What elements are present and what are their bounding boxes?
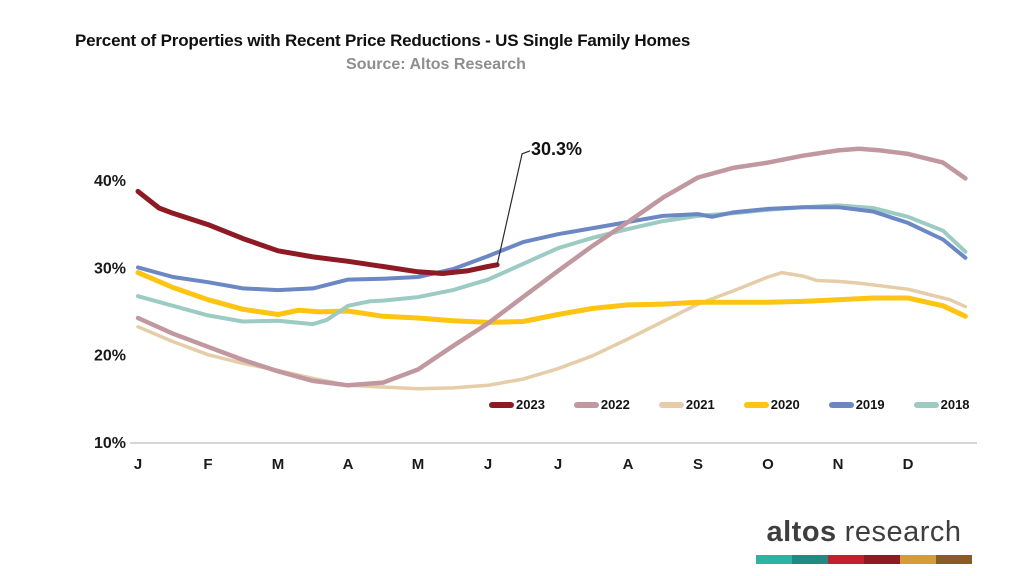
latest-value-annotation: 30.3% <box>531 139 583 159</box>
chart-subtitle: Source: Altos Research <box>346 56 526 74</box>
logo-wordmark: altos research <box>755 513 973 551</box>
x-tick-label: J <box>554 456 562 473</box>
legend-swatch-2018 <box>913 401 939 408</box>
logo-bar-segment-3 <box>828 555 864 564</box>
x-tick-label: M <box>412 456 425 473</box>
legend-label-2019: 2019 <box>855 397 885 412</box>
legend-label-2018: 2018 <box>940 397 970 412</box>
x-tick-label: J <box>484 456 492 473</box>
x-tick-label: J <box>134 456 142 473</box>
y-tick-label: 40% <box>94 173 126 190</box>
series-line-2019 <box>136 205 968 293</box>
y-tick-label: 30% <box>94 260 126 277</box>
chart-header: Percent of Properties with Recent Price … <box>75 30 797 74</box>
legend-swatch-2022 <box>573 401 599 408</box>
legend-item-2020: 2020 <box>743 397 800 412</box>
logo-word-altos: altos <box>766 516 837 548</box>
x-tick-label: A <box>623 456 634 473</box>
legend-item-2019: 2019 <box>828 397 885 412</box>
chart-legend: 2023 2022 2021 2020 2019 2018 <box>489 397 970 412</box>
series-line-2023 <box>135 188 500 276</box>
legend-item-2022: 2022 <box>573 397 630 412</box>
y-tick-label: 10% <box>94 435 126 452</box>
series-line-2020 <box>135 270 968 325</box>
x-tick-label: D <box>903 456 914 473</box>
x-tick-label: M <box>272 456 285 473</box>
annotation-leader-line <box>496 150 531 265</box>
x-tick-label: S <box>693 456 703 473</box>
logo-bar-segment-5 <box>900 555 936 564</box>
y-tick-label: 20% <box>94 348 126 365</box>
logo-bar-segment-4 <box>864 555 900 564</box>
logo-bar-segment-6 <box>936 555 972 564</box>
legend-swatch-2020 <box>743 401 769 408</box>
legend-item-2023: 2023 <box>489 397 545 412</box>
legend-label-2021: 2021 <box>685 397 715 412</box>
altos-research-logo: altos research <box>755 513 973 564</box>
x-tick-label: F <box>203 456 212 473</box>
series-line-2018 <box>136 203 968 327</box>
legend-swatch-2023 <box>489 401 514 408</box>
logo-color-bar <box>756 555 972 564</box>
legend-label-2020: 2020 <box>770 397 800 412</box>
legend-item-2018: 2018 <box>913 397 970 412</box>
legend-swatch-2021 <box>658 401 684 408</box>
legend-swatch-2019 <box>828 401 854 408</box>
series-line-2022 <box>135 146 968 388</box>
x-tick-label: N <box>833 456 844 473</box>
x-tick-label: O <box>762 456 774 473</box>
chart-title: Percent of Properties with Recent Price … <box>75 31 691 50</box>
logo-bar-segment-2 <box>792 555 828 564</box>
logo-bar-segment-1 <box>756 555 792 564</box>
logo-word-research: research <box>844 516 962 548</box>
legend-label-2022: 2022 <box>600 397 630 412</box>
legend-item-2021: 2021 <box>658 397 715 412</box>
x-tick-label: A <box>343 456 354 473</box>
legend-label-2023: 2023 <box>516 397 545 412</box>
